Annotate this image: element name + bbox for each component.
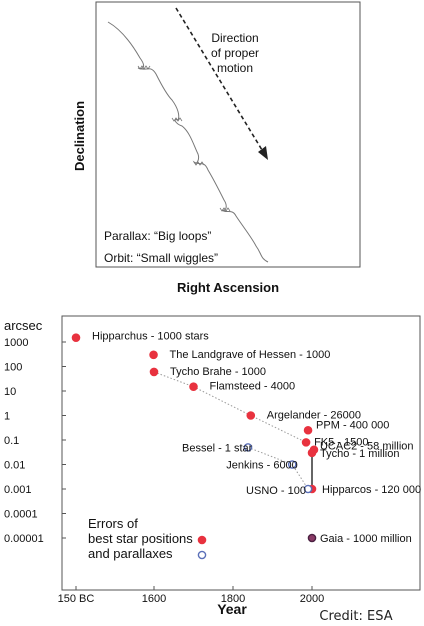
position-error-point [149, 367, 159, 377]
position-error-point-label: Tycho Brahe - 1000 [170, 366, 266, 378]
orbit-wiggles-4 [219, 207, 231, 212]
proper-motion-arrowhead [258, 146, 268, 160]
legend-line3: and parallaxes [88, 546, 173, 561]
data-points: Hipparchus - 1000 stars The Landgrave of … [71, 331, 421, 545]
parallax-error-point-label: Bessel - 1 star [182, 442, 253, 454]
x-tick-label: 1600 [142, 593, 166, 605]
chart-frame [61, 315, 421, 591]
gaia-point-label: Gaia - 1000 million [320, 533, 412, 545]
parallax-note: Parallax: “Big loops” [104, 229, 211, 243]
positions-trend-line [153, 371, 307, 443]
y-axis-ticks: 1000 100 10 1 0.1 0.01 0.001 0.0001 0.00001 [4, 337, 66, 545]
legend-line2: best star positions [88, 531, 193, 546]
arrow-label-line1: Direction [211, 31, 258, 45]
legend-parallaxes-marker [197, 550, 207, 560]
arrow-label-line2: of proper [211, 46, 259, 60]
position-error-point [301, 438, 311, 447]
diagram-frame [95, 1, 361, 268]
orbit-note: Orbit: “Small wiggles” [104, 251, 218, 265]
position-error-point-label: The Landgrave of Hessen - 1000 [170, 349, 331, 361]
x-tick-label: 2000 [300, 593, 324, 605]
chart-xlabel: Year [217, 601, 247, 617]
parallax-error-point [287, 460, 297, 469]
position-error-point [149, 350, 158, 360]
position-error-point [246, 411, 256, 420]
chart-ylabel: arcsec [4, 318, 43, 333]
position-error-point [303, 425, 313, 435]
parallax-error-point-label: USNO - 100 [246, 485, 306, 497]
diagram-xlabel: Right Ascension [177, 280, 279, 295]
x-axis-ticks: 150 BC 1600 1800 2000 [58, 586, 324, 605]
arrow-label-line3: motion [217, 61, 253, 75]
x-tick-label: 150 BC [58, 593, 95, 605]
position-error-point-label: Tycho - 1 million [320, 448, 399, 460]
y-tick-label: 0.01 [4, 460, 25, 472]
parallax-error-point [303, 484, 313, 494]
orbit-wiggles-1 [137, 65, 151, 70]
position-error-point-label: Hipparchus - 1000 stars [92, 331, 209, 343]
trend-lines [153, 371, 313, 490]
y-tick-label: 0.00001 [4, 533, 44, 545]
parallax-error-point-label: Jenkins - 6000 [226, 460, 298, 472]
y-tick-label: 0.1 [4, 435, 19, 447]
legend-positions-marker [197, 535, 207, 545]
y-tick-label: 1 [4, 411, 10, 423]
y-tick-label: 10 [4, 386, 16, 398]
orbit-wiggles-3 [193, 161, 205, 166]
y-tick-label: 1000 [4, 337, 28, 349]
position-error-point-label: UCAC2 - 58 million [320, 441, 414, 453]
credit-label: Credit: ESA [319, 609, 392, 624]
diagram-ylabel: Declination [72, 101, 87, 171]
orbit-wiggles-2 [171, 117, 183, 122]
gaia-point [307, 533, 317, 543]
position-error-point-label: PPM - 400 000 [316, 419, 389, 431]
parallax-error-point [243, 443, 253, 452]
position-error-point [307, 448, 317, 458]
x-tick-label: 1800 [221, 593, 245, 605]
position-error-point-label: Argelander - 26000 [267, 410, 361, 422]
position-error-point [189, 382, 198, 391]
position-error-point-label: FK5 - 1500 [314, 436, 368, 448]
y-tick-label: 0.001 [4, 484, 32, 496]
y-tick-label: 0.0001 [4, 509, 38, 521]
parallax-trend-line [247, 446, 309, 490]
position-error-point [71, 333, 81, 342]
legend-line1: Errors of [88, 516, 138, 531]
position-error-point-label: Flamsteed - 4000 [210, 381, 296, 393]
y-tick-label: 100 [4, 362, 22, 374]
position-error-point-label: Hipparcos - 120 000 [322, 484, 421, 496]
